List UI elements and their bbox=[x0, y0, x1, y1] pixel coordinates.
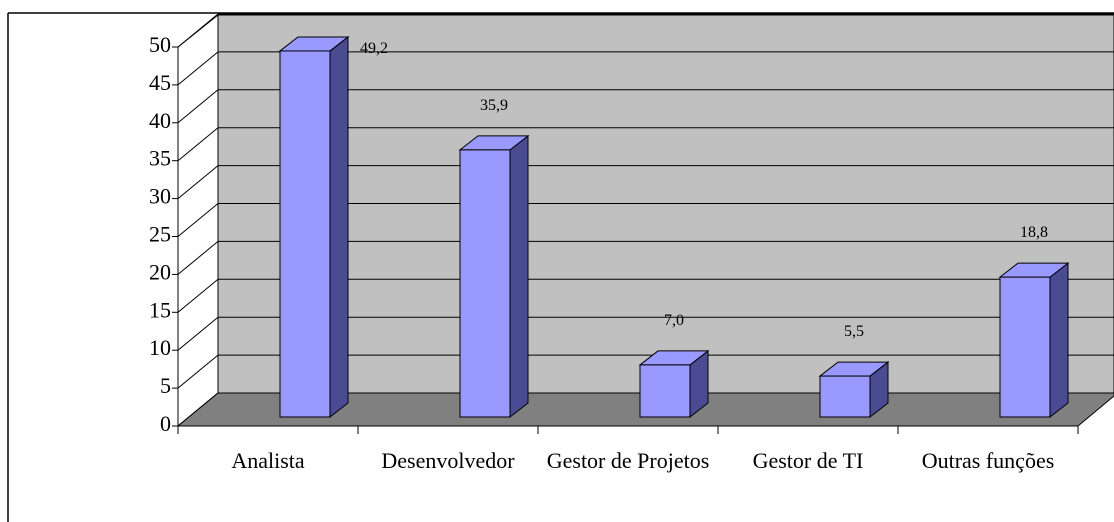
y-tick-label: 15 bbox=[149, 297, 171, 322]
grid-line-side bbox=[177, 203, 219, 237]
y-tick-label: 50 bbox=[149, 32, 171, 57]
grid-line-side bbox=[177, 13, 219, 48]
y-tick-label: 30 bbox=[149, 184, 171, 209]
bar bbox=[459, 149, 511, 418]
bar bbox=[639, 364, 691, 418]
bar bbox=[279, 50, 331, 418]
x-tick-label: Gestor de Projetos bbox=[546, 448, 710, 473]
bar bbox=[819, 375, 871, 418]
bar bbox=[999, 276, 1051, 418]
y-tick-label: 0 bbox=[160, 411, 171, 436]
bar-side bbox=[1049, 262, 1069, 419]
value-label: 7,0 bbox=[664, 312, 684, 329]
grid-line-side bbox=[177, 51, 219, 86]
x-label-box: Gestor de TI bbox=[752, 448, 864, 473]
grid-line-side bbox=[177, 127, 219, 162]
y-tick-label: 25 bbox=[149, 222, 171, 247]
x-label-box: Gestor de Projetos bbox=[546, 448, 710, 473]
bar-side bbox=[329, 35, 349, 419]
x-tick-label: Analista bbox=[231, 448, 305, 473]
grid-line-side bbox=[177, 278, 219, 313]
bar-side bbox=[509, 134, 529, 419]
y-tick-label: 35 bbox=[149, 146, 171, 171]
grid-line-side bbox=[177, 316, 219, 351]
value-label: 49,2 bbox=[360, 40, 388, 57]
x-tick-label: Outras funções bbox=[921, 448, 1055, 473]
x-label-box: Desenvolvedor bbox=[381, 448, 515, 473]
grid-line-side bbox=[177, 241, 219, 275]
y-tick-label: 10 bbox=[149, 335, 171, 360]
y-tick-label: 45 bbox=[149, 70, 171, 95]
y-tick-label: 20 bbox=[149, 259, 171, 284]
value-label: 18,8 bbox=[1020, 224, 1048, 241]
grid-line-side bbox=[177, 354, 219, 389]
value-label: 35,9 bbox=[480, 97, 508, 114]
y-tick-label: 40 bbox=[149, 108, 171, 133]
x-label-box: Analista bbox=[231, 448, 305, 473]
grid-line-side bbox=[177, 165, 219, 199]
x-label-box: Outras funções bbox=[921, 448, 1055, 473]
x-tick-label: Desenvolvedor bbox=[381, 448, 515, 473]
grid-line-side bbox=[177, 89, 219, 124]
y-tick-label: 5 bbox=[160, 373, 171, 398]
value-label: 5,5 bbox=[844, 323, 864, 340]
x-tick-label: Gestor de TI bbox=[752, 448, 864, 473]
